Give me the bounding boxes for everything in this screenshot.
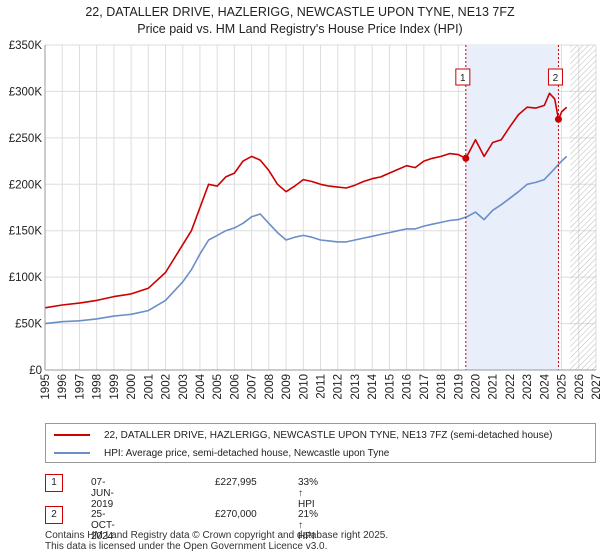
- x-tick-label: 1996: [57, 374, 69, 400]
- x-tick-label: 2015: [384, 374, 396, 400]
- x-tick-label: 2012: [333, 374, 345, 400]
- footer: Contains HM Land Registry data © Crown c…: [45, 530, 388, 552]
- x-tick-label: 2016: [402, 374, 414, 400]
- sale-date: 07-JUN-2019: [91, 477, 114, 510]
- sale-marker-box: [547, 68, 563, 86]
- y-tick-label: £0: [29, 365, 42, 377]
- footer-line-2: This data is licensed under the Open Gov…: [45, 541, 328, 552]
- legend-line-hpi: [54, 452, 90, 454]
- y-tick-label: £200K: [9, 179, 43, 191]
- x-tick-label: 2017: [419, 374, 431, 400]
- property-price-line: [44, 92, 568, 309]
- y-tick-label: £100K: [9, 272, 43, 284]
- sale-marker-label: 2: [553, 73, 559, 84]
- sale-number-badge: 2: [45, 506, 63, 524]
- x-tick-label: 1995: [40, 374, 52, 400]
- x-tick-label: 2019: [453, 374, 465, 400]
- x-tick-label: 2014: [367, 373, 379, 399]
- x-tick-label: 1997: [74, 374, 86, 400]
- x-tick-label: 2022: [505, 374, 517, 400]
- legend-item-hpi: HPI: Average price, semi-detached house,…: [54, 445, 389, 461]
- legend-item-property: 22, DATALLER DRIVE, HAZLERIGG, NEWCASTLE…: [54, 427, 552, 443]
- legend: 22, DATALLER DRIVE, HAZLERIGG, NEWCASTLE…: [45, 423, 596, 463]
- x-tick-label: 2021: [488, 374, 500, 400]
- sale-date: 25-OCT-2024: [91, 509, 115, 542]
- highlight-band: [465, 45, 559, 370]
- sale-number-badge: 1: [45, 474, 63, 492]
- x-tick-label: 2005: [212, 374, 224, 400]
- y-tick-label: £50K: [15, 319, 42, 331]
- x-tick-label: 2002: [161, 374, 173, 400]
- sale-marker-label: 1: [460, 73, 466, 84]
- x-tick-label: 2000: [126, 374, 138, 400]
- x-tick-label: 2001: [143, 374, 155, 400]
- x-tick-label: 2013: [350, 374, 362, 400]
- x-tick-label: 2023: [522, 374, 534, 400]
- y-tick-label: £150K: [9, 226, 43, 238]
- title-line-2: Price paid vs. HM Land Registry's House …: [137, 22, 463, 36]
- x-tick-label: 2006: [229, 374, 241, 400]
- y-tick-label: £250K: [9, 133, 43, 145]
- x-tick-label: 2003: [178, 374, 190, 400]
- y-tick-label: £300K: [9, 86, 43, 98]
- x-tick-label: 2020: [470, 374, 482, 400]
- y-tick-label: £350K: [9, 40, 43, 52]
- axis-layer: £0 £50K £100K £150K £200K £250K £300K £350K 1995…: [9, 40, 600, 400]
- x-tick-label: 2027: [591, 374, 600, 400]
- x-tick-label: 2011: [316, 374, 328, 399]
- future-hatch: [570, 45, 596, 370]
- chart-title: 22, DATALLER DRIVE, HAZLERIGG, NEWCASTLE…: [0, 4, 600, 38]
- sale-price: £270,000: [215, 509, 257, 520]
- x-tick-label: 1999: [109, 374, 121, 400]
- footer-line-1: Contains HM Land Registry data © Crown c…: [45, 530, 389, 541]
- x-tick-label: 2007: [247, 374, 259, 400]
- sale-marker-box: [455, 68, 471, 86]
- x-tick-label: 2018: [436, 374, 448, 400]
- legend-label-hpi: HPI: Average price, semi-detached house,…: [104, 447, 390, 459]
- x-tick-label: 2004: [195, 373, 207, 399]
- hpi-line: [44, 155, 568, 325]
- x-tick-label: 1998: [92, 374, 104, 400]
- series-layer: [44, 92, 568, 325]
- x-tick-label: 2024: [539, 373, 551, 399]
- x-tick-label: 2009: [281, 374, 293, 400]
- x-tick-label: 2008: [264, 374, 276, 400]
- sale-hpi-change: 33% ↑ HPI: [298, 477, 319, 510]
- x-tick-label: 2026: [574, 374, 586, 400]
- highlight-band-layer: [465, 45, 596, 370]
- sale-hpi-change: 21% ↑ HPI: [298, 509, 319, 542]
- legend-label-property: 22, DATALLER DRIVE, HAZLERIGG, NEWCASTLE…: [104, 429, 553, 441]
- title-line-1: 22, DATALLER DRIVE, HAZLERIGG, NEWCASTLE…: [85, 5, 515, 19]
- x-tick-label: 2025: [557, 374, 569, 400]
- sale-marker-point: [462, 154, 470, 162]
- sale-price: £227,995: [215, 477, 257, 488]
- sale-marker-point: [554, 115, 562, 123]
- legend-line-property: [54, 434, 90, 436]
- x-tick-label: 2010: [298, 374, 310, 400]
